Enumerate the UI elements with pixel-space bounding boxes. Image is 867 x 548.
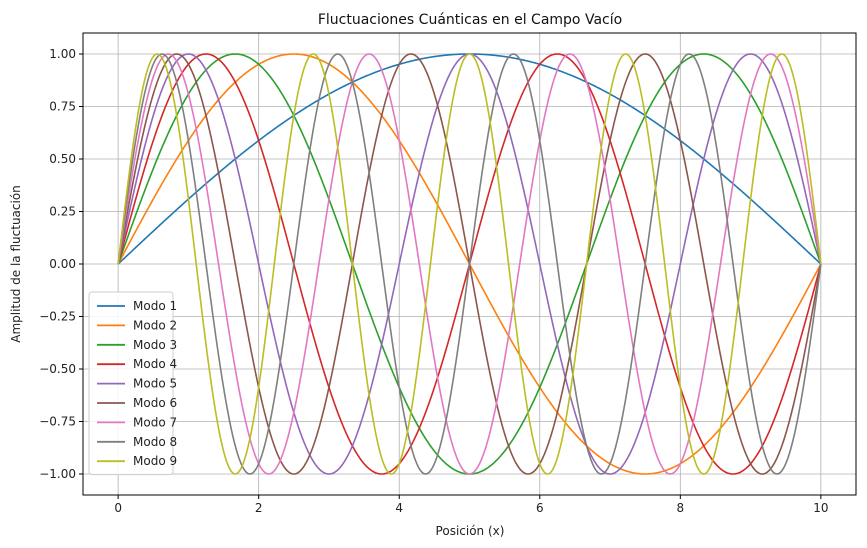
x-tick-label: 10 — [813, 501, 828, 515]
y-tick-label: 0.50 — [49, 152, 76, 166]
series-line-modo-9 — [117, 53, 822, 475]
x-tick-label: 8 — [676, 501, 684, 515]
series-line-modo-8 — [117, 53, 822, 475]
legend-entry-label: Modo 4 — [133, 357, 177, 371]
legend: Modo 1 Modo 2 Modo 3 Modo 4 Modo 5 Modo 6 Modo… — [88, 291, 177, 476]
legend-entry-label: Modo 7 — [133, 415, 177, 429]
legend-entry-label: Modo 5 — [133, 377, 177, 391]
y-tick-label: −0.75 — [39, 415, 76, 429]
series-lines — [117, 53, 822, 475]
legend-entry-label: Modo 8 — [133, 435, 177, 449]
y-axis-label: Amplitud de la fluctuación — [9, 185, 23, 343]
y-tick-label: −0.50 — [39, 362, 76, 376]
axis-ticks: 0 2 4 6 8 10 −1.00 −0.75 −0.50 −0.25 0.00 0.25 0.50 0… — [39, 47, 828, 515]
legend-entry-label: Modo 6 — [133, 396, 177, 410]
y-tick-label: 0.75 — [49, 100, 76, 114]
y-tick-label: −1.00 — [39, 467, 76, 481]
legend-box — [88, 291, 174, 476]
series-line-modo-7 — [117, 53, 822, 475]
chart-title: Fluctuaciones Cuánticas en el Campo Vací… — [318, 12, 622, 28]
y-tick-label: 1.00 — [49, 47, 76, 61]
legend-entry-label: Modo 9 — [133, 454, 177, 468]
y-tick-label: 0.00 — [49, 257, 76, 271]
x-tick-label: 2 — [255, 501, 263, 515]
y-tick-label: 0.25 — [49, 205, 76, 219]
x-tick-label: 4 — [395, 501, 403, 515]
x-axis-label: Posición (x) — [436, 524, 505, 538]
legend-entry-label: Modo 1 — [133, 299, 177, 313]
legend-entry-label: Modo 2 — [133, 318, 177, 332]
legend-entry-label: Modo 3 — [133, 338, 177, 352]
x-tick-label: 0 — [114, 501, 122, 515]
x-tick-label: 6 — [536, 501, 544, 515]
y-tick-label: −0.25 — [39, 310, 76, 324]
grid — [83, 33, 856, 495]
